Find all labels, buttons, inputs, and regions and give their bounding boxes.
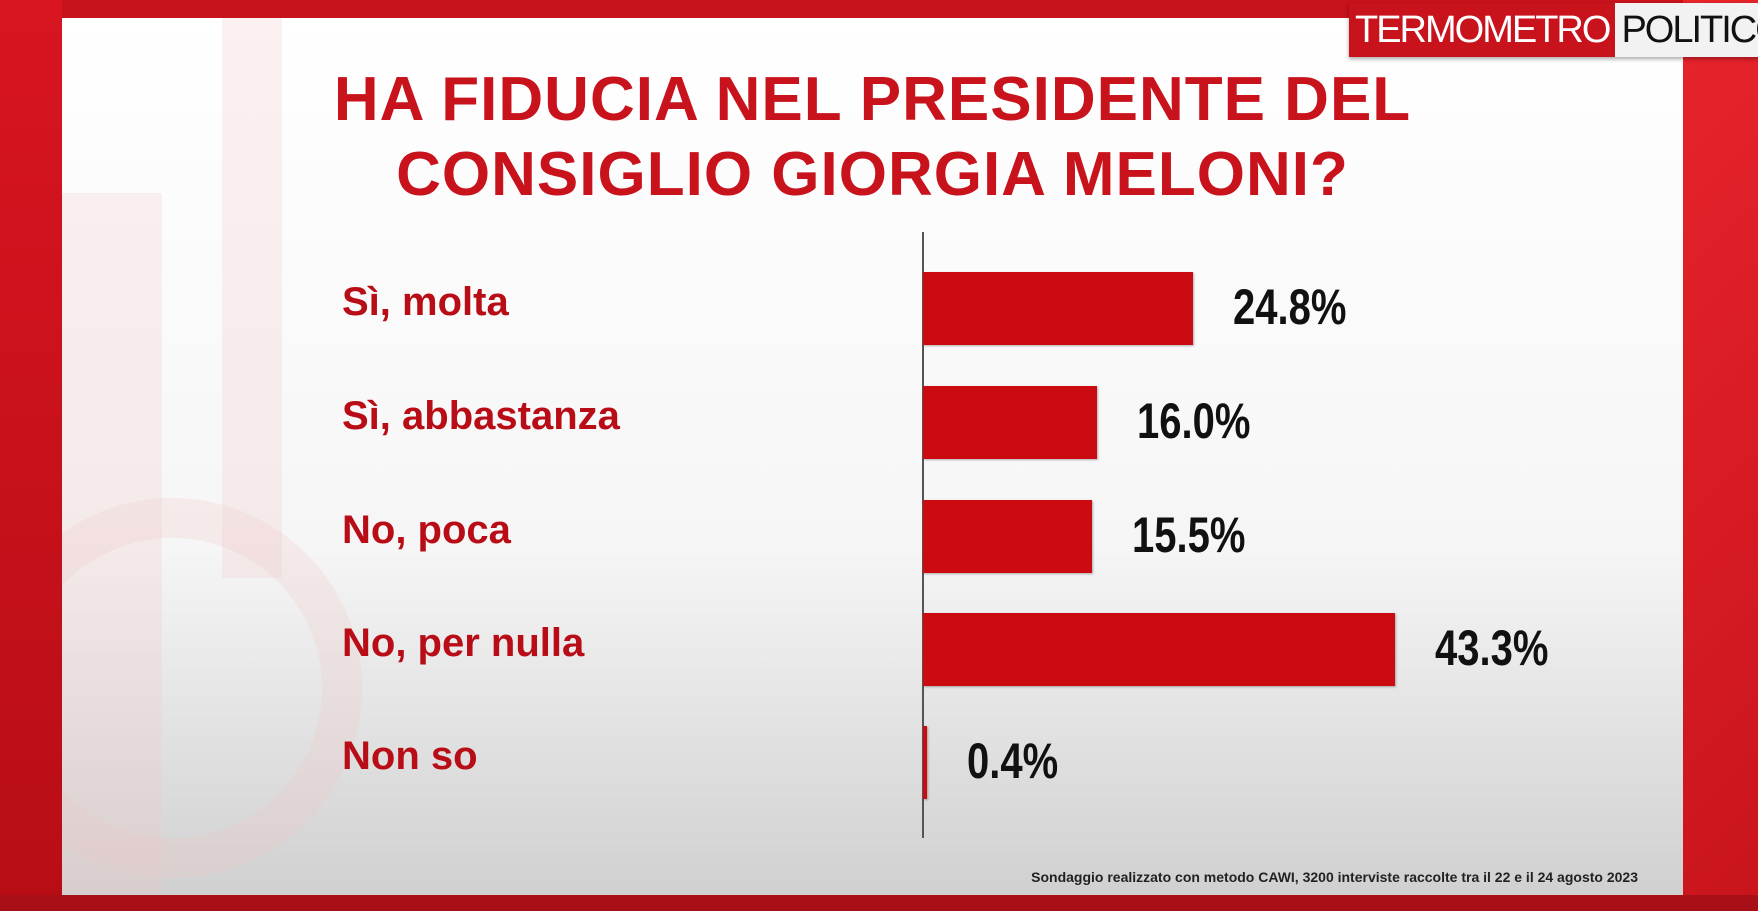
- title-line-1: HA FIDUCIA NEL PRESIDENTE DEL: [333, 65, 1412, 134]
- category-label: No, poca: [342, 508, 511, 552]
- bar: [923, 726, 928, 799]
- bar: [923, 613, 1395, 686]
- category-label: No, per nulla: [342, 621, 585, 665]
- title-line-2: CONSIGLIO GIORGIA MELONI?: [396, 140, 1349, 209]
- category-label: Sì, abbastanza: [342, 394, 620, 438]
- chart-title: HA FIDUCIA NEL PRESIDENTE DEL CONSIGLIO …: [62, 62, 1683, 212]
- value-label: 15.5%: [1131, 507, 1246, 563]
- background-bottom: [0, 895, 1758, 911]
- footnote: Sondaggio realizzato con metodo CAWI, 32…: [1031, 869, 1638, 885]
- decoration: [222, 18, 282, 578]
- value-label: 0.4%: [967, 733, 1059, 789]
- category-label: Non so: [342, 734, 478, 778]
- logo-part-2: POLITICO: [1615, 3, 1758, 57]
- bar: [923, 500, 1092, 573]
- background-left: [0, 0, 62, 911]
- bar: [923, 386, 1098, 459]
- logo: TERMOMETRO POLITICO: [1349, 3, 1758, 57]
- logo-part-1: TERMOMETRO: [1349, 3, 1616, 57]
- value-label: 43.3%: [1434, 620, 1548, 676]
- decoration: [62, 498, 362, 878]
- background-right: [1683, 0, 1758, 911]
- bar: [923, 272, 1194, 345]
- chart-panel: [62, 18, 1683, 895]
- value-label: 16.0%: [1137, 393, 1251, 449]
- value-label: 24.8%: [1233, 279, 1347, 335]
- category-label: Sì, molta: [342, 280, 509, 324]
